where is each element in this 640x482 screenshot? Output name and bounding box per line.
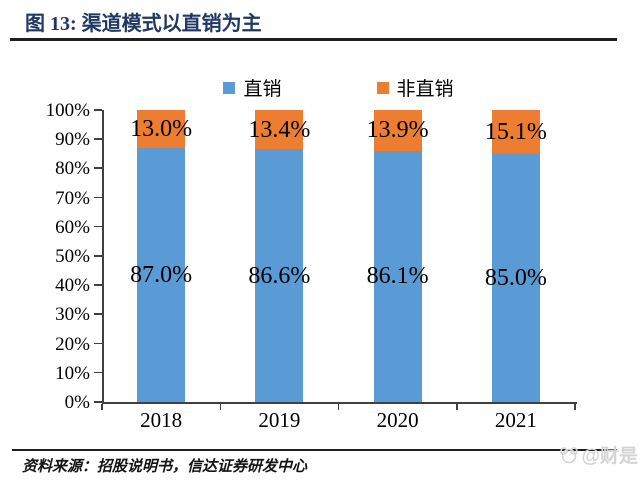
legend-color-swatch — [223, 81, 236, 94]
legend-label: 非直销 — [396, 79, 454, 100]
x-axis-category-label: 2018 — [140, 408, 183, 432]
x-axis-tick — [337, 404, 340, 410]
x-axis-tick — [219, 404, 221, 410]
y-axis-tick — [94, 313, 102, 315]
y-axis-tick — [94, 138, 102, 140]
footer-divider-line — [12, 449, 617, 451]
watermark-panda-icon — [560, 446, 579, 463]
y-axis-tick — [94, 167, 102, 169]
x-axis-category-label: 2021 — [494, 408, 537, 432]
legend-label: 直销 — [243, 79, 282, 100]
y-axis-tick — [94, 225, 102, 228]
bar-value-label: 13.4% — [248, 116, 311, 143]
y-axis-tick — [94, 255, 102, 257]
bar-segment-直销 — [491, 153, 540, 402]
bar-value-label: 13.0% — [130, 115, 193, 142]
y-axis-tick-label: 90% — [55, 129, 90, 151]
x-axis-tick — [101, 404, 103, 410]
legend-color-swatch — [376, 81, 389, 94]
bar-segment-直销 — [137, 147, 186, 402]
x-axis-category-label: 2020 — [376, 408, 419, 432]
y-axis-tick-label: 80% — [55, 158, 90, 180]
y-axis-tick-label: 50% — [55, 246, 90, 267]
y-axis-tick-label: 100% — [45, 100, 90, 121]
y-axis-tick — [94, 342, 102, 345]
bar-value-label: 15.1% — [484, 118, 547, 145]
title-divider-line — [10, 38, 617, 41]
bar-value-label: 85.0% — [484, 264, 547, 291]
bar-value-label: 86.1% — [366, 263, 429, 290]
legend-item-1: 非直销 — [376, 74, 454, 101]
y-axis-tick-label: 60% — [55, 216, 90, 238]
bar-segment-非直销 — [255, 110, 304, 150]
plot-area — [102, 110, 577, 404]
y-axis-tick-label: 30% — [55, 304, 90, 326]
bar-value-label: 86.6% — [248, 262, 311, 289]
y-axis-tick-label: 20% — [55, 333, 90, 355]
y-axis-tick-label: 10% — [55, 362, 90, 384]
y-axis-tick-label: 0% — [64, 392, 90, 413]
source-note: 资料来源：招股说明书，信达证券研发中心 — [22, 459, 308, 475]
y-axis-tick — [94, 284, 102, 286]
x-axis-tick — [456, 404, 458, 410]
bar-segment-非直销 — [491, 109, 540, 154]
y-axis-tick — [94, 196, 102, 199]
figure-title: 图 13: 渠道模式以直销为主 — [25, 13, 262, 35]
y-axis-tick-label: 70% — [55, 187, 90, 209]
bar-value-label: 87.0% — [130, 261, 193, 288]
y-axis-tick — [94, 371, 102, 374]
bar-segment-直销 — [255, 149, 304, 402]
y-axis-tick — [94, 109, 102, 111]
legend-item-0: 直销 — [223, 74, 282, 101]
y-axis-tick — [94, 401, 102, 403]
watermark-text: @财是 — [581, 446, 638, 467]
bar-value-label: 13.9% — [366, 117, 429, 144]
chart-legend: 直销 非直销 — [102, 74, 575, 101]
bar-segment-非直销 — [373, 110, 422, 151]
watermark: @财是 — [559, 441, 638, 468]
x-axis-tick — [574, 404, 576, 410]
bar-segment-直销 — [373, 150, 422, 402]
x-axis-category-label: 2019 — [258, 408, 301, 432]
bar-segment-非直销 — [137, 110, 186, 148]
y-axis-tick-label: 40% — [55, 275, 90, 297]
